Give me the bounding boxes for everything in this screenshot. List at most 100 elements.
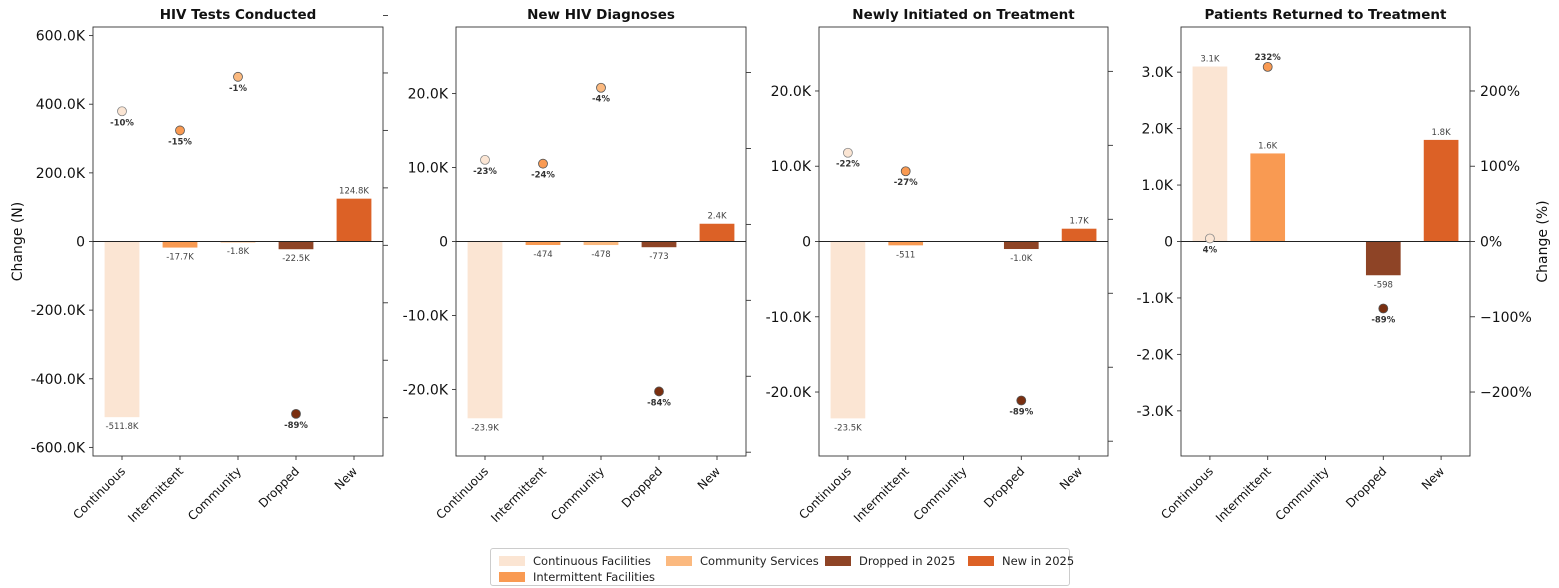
x-tick-label: Intermittent (125, 464, 186, 525)
y-tick-label: -2.0K (1137, 347, 1174, 363)
bar-dropped (641, 241, 677, 248)
bar-value-label: 1.6K (1258, 141, 1278, 151)
right-tick-label: 0% (1480, 235, 1502, 251)
pct-marker (843, 147, 853, 158)
y-tick-label: 0 (439, 235, 448, 251)
pct-marker (900, 166, 911, 177)
bar-value-label: -598 (1374, 280, 1393, 290)
y-tick-label: -3.0K (1137, 404, 1174, 420)
y-tick-label: 200.0K (36, 166, 86, 182)
chart-title: New HIV Diagnoses (527, 7, 675, 23)
x-tick-label: Continuous (70, 464, 128, 522)
right-tick-label: −200% (1480, 385, 1532, 401)
chart-title: Newly Initiated on Treatment (852, 7, 1075, 23)
y-tick-label: -20.0K (403, 382, 449, 398)
x-tick-label: Dropped (1343, 464, 1389, 510)
legend-label-new: New in 2025 (1002, 554, 1075, 568)
legend-label-dropped: Dropped in 2025 (859, 554, 956, 568)
x-tick-label: Dropped (981, 464, 1027, 510)
legend-swatch-dropped (825, 556, 851, 566)
x-tick-label: Community (1273, 464, 1332, 523)
x-tick-label: Community (548, 464, 607, 523)
pct-label: -23% (473, 167, 497, 177)
bar-intermittent (888, 241, 924, 246)
y-tick-label: 20.0K (408, 87, 449, 103)
y-tick-label: 10.0K (771, 159, 812, 175)
x-tick-label: Intermittent (1213, 464, 1274, 525)
y-tick-label: -200.0K (31, 303, 86, 319)
legend-item-new: New in 2025 (968, 554, 1074, 568)
pct-label: -89% (1009, 408, 1033, 418)
legend-label-continuous: Continuous Facilities (533, 554, 651, 568)
chart-title: HIV Tests Conducted (160, 7, 317, 23)
pct-marker (291, 408, 301, 419)
pct-label: -10% (110, 118, 134, 128)
right-tick-label: 100% (1480, 159, 1520, 175)
x-tick-label: New (1057, 464, 1086, 493)
right-tick-label: 200% (1480, 84, 1520, 100)
pct-label: 232% (1255, 53, 1282, 63)
x-tick-label: New (332, 464, 361, 493)
y-tick-label: 10.0K (408, 161, 449, 177)
bar-dropped (1003, 241, 1039, 250)
bar-new (336, 198, 372, 242)
bar-continuous (104, 241, 140, 418)
bar-value-label: -1.0K (1010, 254, 1033, 264)
bar-dropped (278, 241, 314, 250)
pct-label: 4% (1203, 245, 1218, 255)
y-tick-label: -400.0K (31, 372, 86, 388)
pct-label: -22% (836, 160, 860, 170)
legend-swatch-intermittent (499, 572, 525, 582)
y-tick-label: 2.0K (1142, 122, 1174, 138)
bar-value-label: -511.8K (106, 422, 139, 432)
chart-panel-1: HIV Tests Conducted -600.0K -400.0K -200.0K… (10, 7, 388, 525)
bar-dropped (1365, 241, 1401, 276)
pct-label: -89% (1371, 315, 1395, 325)
y-tick-label: -10.0K (766, 310, 812, 326)
pct-label: -84% (647, 398, 671, 408)
bar-community (583, 241, 619, 246)
x-tick-label: Continuous (1158, 464, 1216, 522)
bar-value-label: -1.8K (227, 247, 250, 257)
x-tick-label: Community (911, 464, 970, 523)
chart-panel-4: Patients Returned to Treatment -3.0K -2.0K… (1137, 7, 1552, 525)
pct-marker (538, 158, 548, 169)
legend: Continuous Facilities Intermittent Facil… (490, 548, 1074, 586)
legend-swatch-new (968, 556, 994, 566)
x-tick-label: Continuous (796, 464, 854, 522)
bar-value-label: 1.8K (1432, 128, 1452, 138)
pct-label: -4% (592, 95, 610, 105)
pct-marker (1205, 233, 1215, 244)
y-tick-label: -600.0K (31, 440, 86, 456)
bar-value-label: -474 (533, 250, 552, 260)
y-tick-label: -10.0K (403, 308, 449, 324)
pct-label: -24% (531, 171, 555, 181)
legend-label-community: Community Services (700, 554, 819, 568)
bar-new (1423, 139, 1459, 242)
pct-label: -27% (894, 178, 918, 188)
pct-marker (175, 125, 185, 136)
bar-intermittent (1250, 153, 1286, 242)
bar-continuous (467, 241, 503, 419)
y-tick-label: 1.0K (1142, 178, 1174, 194)
legend-item-dropped: Dropped in 2025 (825, 554, 955, 568)
x-tick-label: Community (185, 464, 244, 523)
pct-marker (233, 71, 243, 82)
y-tick-label: 3.0K (1142, 65, 1174, 81)
pct-label: -89% (284, 421, 308, 431)
bar-value-label: 124.8K (339, 187, 369, 197)
bar-value-label: -773 (649, 252, 668, 262)
right-axis-label: Change (%) (1535, 200, 1551, 282)
x-tick-label: Intermittent (488, 464, 549, 525)
bar-value-label: -23.5K (834, 423, 862, 433)
pct-marker (596, 82, 606, 93)
y-tick-label: 0 (76, 235, 85, 251)
y-tick-label: 600.0K (36, 29, 86, 45)
pct-marker (1378, 303, 1389, 314)
legend-item-community: Community Services (666, 554, 819, 568)
y-tick-label: 20.0K (771, 84, 812, 100)
legend-swatch-continuous (499, 556, 525, 566)
right-tick-label: −100% (1480, 310, 1532, 326)
legend-item-continuous: Continuous Facilities (499, 554, 651, 568)
